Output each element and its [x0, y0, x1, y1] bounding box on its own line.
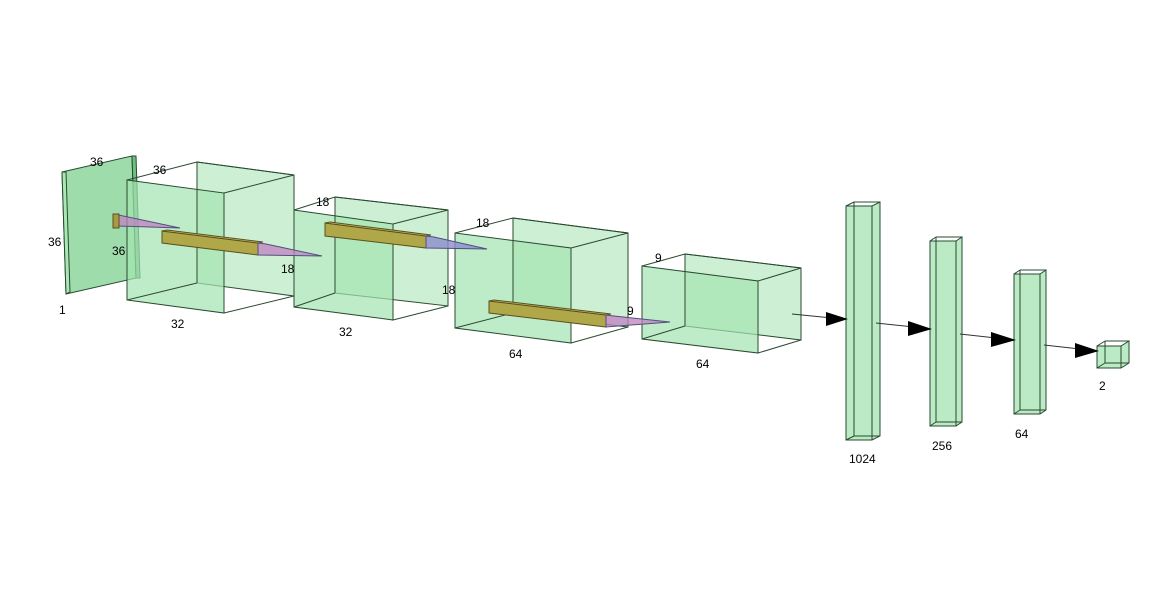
arrowhead-icon — [1075, 343, 1099, 358]
output-label: 2 — [1099, 379, 1106, 393]
kernel-1-box — [112, 213, 120, 229]
kernel-4-pyramid — [605, 314, 671, 328]
input-plate-front — [61, 171, 71, 295]
kernel-3-pyramid — [425, 235, 488, 250]
conv1-block — [126, 161, 295, 314]
kernel-4-bar-top — [488, 299, 612, 316]
arrow-pool2-to-1024 — [791, 312, 848, 326]
input-channels-label: 1 — [59, 303, 66, 317]
input-height-label: 36 — [48, 235, 62, 249]
pool1-height-label: 18 — [442, 283, 456, 297]
kernel-4 — [488, 299, 671, 328]
input-width-label: 36 — [90, 155, 104, 169]
arrow-64-to-2 — [1043, 343, 1099, 358]
conv1-height-label: 18 — [281, 262, 295, 276]
kernel-1 — [112, 213, 181, 229]
conv2-width-label: 18 — [476, 216, 490, 230]
pool1-width-label: 18 — [316, 195, 330, 209]
pool1-edge-a — [293, 292, 336, 308]
kernel-2-bar-top — [161, 229, 264, 244]
input-depth-label: 36 — [112, 244, 126, 258]
arrowhead-icon — [908, 321, 932, 336]
pool2-block — [641, 253, 802, 354]
kernel-2 — [161, 229, 323, 257]
pool1-block — [293, 196, 449, 321]
dense64-label: 64 — [1015, 427, 1029, 441]
dense64-bar — [1013, 269, 1047, 415]
conv1-edge-b — [223, 295, 295, 314]
conv1-edge-a — [126, 282, 198, 301]
conv2-channels-label: 64 — [509, 347, 523, 361]
conv1-width-label: 36 — [153, 163, 167, 177]
output-cube — [1096, 340, 1130, 369]
dense1024-bar — [845, 201, 881, 441]
conv2-edge-b — [570, 326, 629, 344]
kernel-3 — [324, 221, 488, 250]
pool1-channels-label: 32 — [339, 325, 353, 339]
conv1-edges — [126, 161, 295, 194]
pool2-edges — [641, 253, 802, 282]
pool2-edge-b — [757, 339, 802, 354]
conv2-edge-a — [454, 312, 514, 329]
arrowhead-icon — [991, 332, 1016, 347]
conv1-channels-label: 32 — [171, 317, 185, 331]
pool2-edge-a — [641, 325, 686, 340]
arrow-1024-to-256 — [875, 321, 932, 336]
pool1-edges — [293, 196, 449, 225]
dense256-bar — [929, 236, 963, 427]
dense1024-label: 1024 — [849, 452, 876, 466]
pool2-face-front — [641, 265, 759, 354]
conv2-height-label: 9 — [627, 304, 634, 318]
arrow-256-to-64 — [959, 332, 1016, 347]
kernel-2-pyramid — [257, 242, 323, 257]
kernel-3-bar-top — [324, 221, 432, 237]
dense256-label: 256 — [932, 439, 952, 453]
pool2-channels-label: 64 — [696, 357, 710, 371]
pool1-edge-b — [392, 305, 449, 321]
pool2-width-label: 9 — [655, 251, 662, 265]
arrowhead-icon — [826, 312, 848, 326]
conv2-edges — [454, 217, 629, 249]
